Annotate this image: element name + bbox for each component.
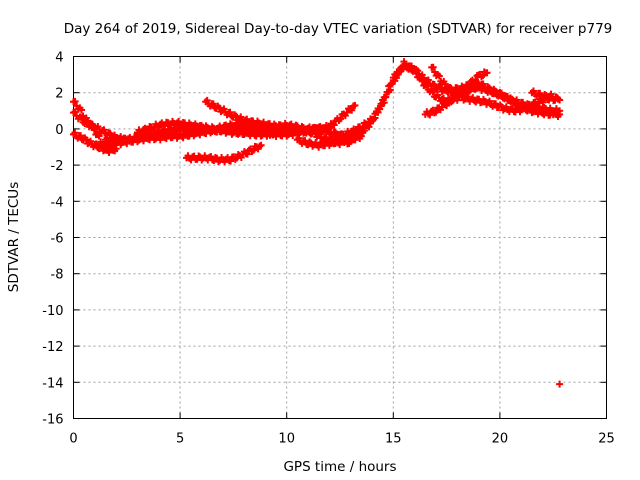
data-point-marker [71,108,79,116]
data-point-marker [536,89,544,97]
data-point [553,94,561,102]
data-point-marker [106,129,114,137]
data-point-marker [92,140,100,148]
chart-title: Day 264 of 2019, Sidereal Day-to-day VTE… [64,21,613,37]
data-point-marker [441,80,449,88]
x-tick-label: 15 [385,432,402,447]
data-point-marker [426,111,434,119]
data-point-marker [392,74,400,82]
data-point-marker [330,121,338,129]
data-point-marker [243,150,251,158]
series-outlier [556,380,564,388]
x-axis-label: GPS time / hours [283,459,396,475]
x-tick-label: 5 [176,432,184,447]
data-point-marker [301,137,309,145]
y-tick-label: 0 [55,123,63,138]
y-tick-label: -10 [42,304,63,319]
data-point-marker [227,157,235,165]
axis-ticks: 0 5 10 15 20 25 -16 -14 -12 -10 -8 -6 -4 -2 0 2 4 [42,51,615,447]
x-tick-label: 25 [598,432,615,447]
data-point-marker [452,88,460,96]
data-point [443,102,451,110]
data-point-marker [100,126,108,134]
data-point [351,101,359,109]
data-point-marker [138,129,146,137]
data-point [432,108,440,116]
data-point [556,107,564,115]
data-point-marker [353,127,361,135]
data-point-marker [209,100,217,108]
data-point-marker [88,120,96,128]
data-point-marker [472,76,480,84]
data-point [347,131,355,139]
series-arc-16 [528,87,561,103]
data-point-marker [370,115,378,123]
data-point-marker [423,81,431,89]
data-point-marker [354,132,362,140]
data-point-marker [556,380,564,388]
grid-lines [73,56,607,419]
data-point-marker [417,73,425,81]
data-point-marker [430,80,438,88]
data-point-marker [77,132,85,140]
y-tick-label: 4 [55,51,63,66]
data-point-marker [429,63,437,71]
data-point-marker [412,68,420,76]
data-point-marker [382,93,390,101]
data-point-marker [386,86,394,94]
data-point-marker [424,76,432,84]
series-arc-08 [182,141,265,166]
data-point [257,141,265,149]
data-point-marker [258,126,266,134]
data-point-marker [71,97,79,105]
y-axis-label: SDTVAR / TECUs [6,182,22,292]
series-arc-03 [70,129,120,156]
data-point-marker [363,121,371,129]
data-point-marker [77,106,85,114]
y-tick-label: -14 [42,376,63,391]
data-point [400,58,408,66]
x-tick-label: 20 [492,432,509,447]
data-point-marker [502,92,510,100]
data-point [496,88,504,96]
data-point-marker [348,106,356,114]
data-point-marker [479,80,487,88]
data-point-marker [397,67,405,75]
data-series [70,58,564,388]
series-arc-13 [325,101,359,131]
data-point-marker [465,82,473,90]
data-point-marker [446,83,454,91]
data-point [492,100,500,108]
y-tick-label: -12 [42,340,63,355]
y-tick-label: -2 [51,159,64,174]
data-point [483,69,491,77]
data-point-marker [380,99,388,107]
y-tick-label: -4 [51,195,64,210]
data-point-marker [406,62,414,70]
x-tick-label: 10 [278,432,295,447]
y-tick-label: 2 [55,87,63,102]
data-point [95,132,103,140]
y-tick-label: -6 [51,232,64,247]
data-point-marker [77,114,85,122]
series-arc-12 [325,58,564,141]
data-point-marker [226,108,234,116]
x-tick-label: 0 [69,432,77,447]
y-tick-label: -16 [42,413,63,428]
data-point-marker [435,72,443,80]
data-point-marker [528,103,536,111]
data-point-marker [429,88,437,96]
data-point-marker [376,105,384,113]
data-point-marker [243,115,251,123]
data-point-marker [337,115,345,123]
y-tick-label: -8 [51,268,64,283]
